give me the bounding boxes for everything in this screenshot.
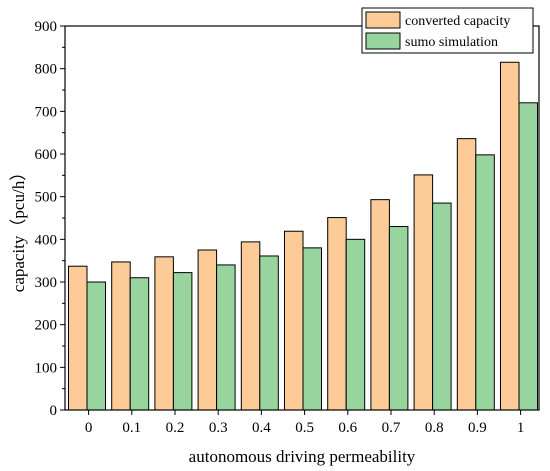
y-tick-label: 0 (50, 403, 58, 419)
bar-converted-capacity-0.4 (240, 241, 261, 411)
legend-label-sumo-simulation: sumo simulation (405, 35, 498, 50)
y-tick-label: 400 (35, 232, 58, 248)
plot-frame (64, 25, 540, 411)
y-tick-label: 300 (35, 275, 58, 291)
bar-sumo-simulation-0.4 (259, 255, 279, 411)
legend-label-converted-capacity: converted capacity (405, 14, 510, 29)
y-tick-label: 800 (35, 62, 58, 78)
bar-converted-capacity-0.6 (327, 217, 347, 411)
x-tick-label: 0.2 (166, 420, 185, 436)
y-tick-label: 100 (35, 360, 58, 376)
x-tick-label: 0.9 (468, 420, 487, 436)
x-tick-label: 0.7 (382, 420, 401, 436)
bar-sumo-simulation-0.3 (216, 264, 236, 411)
x-tick-label: 0.4 (252, 420, 271, 436)
x-tick-label: 0.5 (295, 420, 314, 436)
y-tick-label: 700 (35, 104, 58, 120)
bar-converted-capacity-0.2 (154, 256, 174, 411)
x-axis-title: autonomous driving permeability (189, 447, 416, 466)
bar-sumo-simulation-0.1 (129, 277, 150, 411)
bar-sumo-simulation-0.2 (172, 272, 193, 411)
bar-sumo-simulation-0.9 (475, 154, 495, 411)
bar-converted-capacity-0.7 (370, 199, 390, 411)
bar-sumo-simulation-0.7 (388, 226, 409, 411)
bar-converted-capacity-0.5 (284, 230, 304, 411)
x-tick-label: 0.6 (338, 420, 357, 436)
bar-sumo-simulation-1 (518, 102, 538, 411)
bar-converted-capacity-0.1 (111, 261, 131, 411)
y-tick-label: 500 (35, 190, 58, 206)
legend-swatch-sumo-simulation (365, 32, 401, 50)
bar-converted-capacity-0 (68, 265, 88, 411)
bars-group (68, 61, 538, 411)
x-tick-label: 1 (517, 420, 525, 436)
legend: converted capacity sumo simulation (361, 7, 534, 54)
x-tick-label: 0 (85, 420, 93, 436)
bar-converted-capacity-1 (500, 61, 520, 411)
y-tick-label: 600 (35, 147, 58, 163)
y-axis-ticks: 0 100 200 300 400 500 600 700 800 900 (35, 19, 65, 419)
legend-swatch-converted-capacity (365, 11, 401, 29)
bar-sumo-simulation-0.6 (345, 238, 366, 411)
y-tick-label: 200 (35, 318, 58, 334)
bar-sumo-simulation-0 (86, 281, 106, 411)
bar-converted-capacity-0.8 (413, 174, 434, 411)
y-tick-label: 900 (35, 19, 58, 35)
bar-sumo-simulation-0.5 (302, 247, 322, 411)
x-tick-label: 0.1 (122, 420, 141, 436)
x-axis-ticks: 0 0.1 0.2 0.3 0.4 0.5 0.6 0.7 0.8 0.9 1 (85, 410, 524, 436)
x-tick-label: 0.8 (425, 420, 444, 436)
y-axis-title: capacity（pcu/h） (9, 164, 28, 292)
bar-sumo-simulation-0.8 (432, 202, 452, 411)
bar-converted-capacity-0.3 (197, 249, 218, 411)
bar-converted-capacity-0.9 (456, 138, 477, 411)
x-tick-label: 0.3 (209, 420, 228, 436)
